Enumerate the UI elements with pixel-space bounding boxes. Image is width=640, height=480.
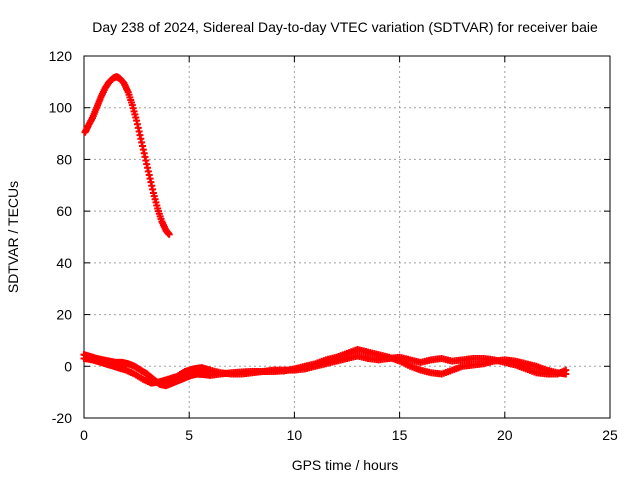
x-tick-label: 20 xyxy=(497,427,513,443)
x-tick-label: 10 xyxy=(287,427,303,443)
x-axis-label: GPS time / hours xyxy=(292,457,399,473)
y-tick-label: -20 xyxy=(52,410,72,426)
y-tick-label: 120 xyxy=(49,48,73,64)
chart-title: Day 238 of 2024, Sidereal Day-to-day VTE… xyxy=(92,19,598,35)
y-tick-label: 100 xyxy=(49,100,73,116)
x-tick-label: 15 xyxy=(392,427,408,443)
x-tick-label: 5 xyxy=(185,427,193,443)
x-tick-label: 25 xyxy=(602,427,618,443)
data-point xyxy=(165,230,173,238)
series-group xyxy=(81,73,173,238)
y-tick-label: 60 xyxy=(56,203,72,219)
y-tick-label: 80 xyxy=(56,151,72,167)
y-tick-label: 20 xyxy=(56,307,72,323)
y-tick-label: 40 xyxy=(56,255,72,271)
y-axis-label: SDTVAR / TECUs xyxy=(5,181,21,293)
series-group xyxy=(80,345,570,387)
data-marks xyxy=(80,73,570,390)
data-point xyxy=(562,370,570,378)
x-tick-label: 0 xyxy=(80,427,88,443)
axis-ticks: 0 5 10 15 20 25 -20 0 20 40 60 80 100 120 xyxy=(49,48,618,443)
plot-frame xyxy=(83,55,611,419)
y-tick-label: 0 xyxy=(64,358,72,374)
